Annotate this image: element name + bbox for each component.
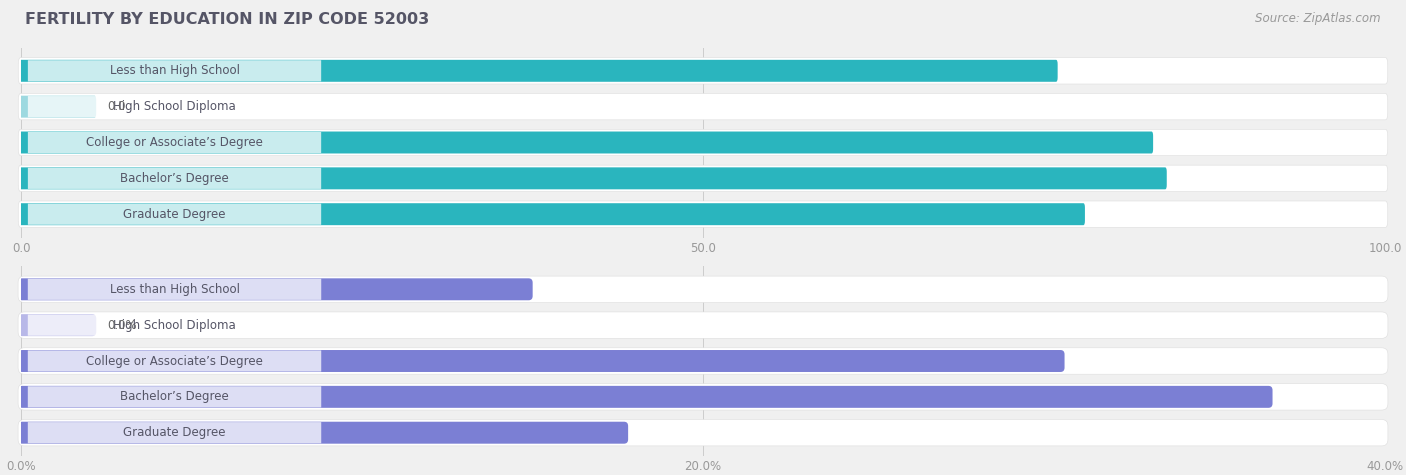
FancyBboxPatch shape [18,419,1388,446]
Text: Graduate Degree: Graduate Degree [124,208,226,221]
FancyBboxPatch shape [18,314,96,336]
FancyBboxPatch shape [18,312,1388,338]
FancyBboxPatch shape [28,132,321,153]
FancyBboxPatch shape [28,168,321,189]
Text: 36.7%: 36.7% [1278,390,1319,403]
Text: High School Diploma: High School Diploma [112,100,236,113]
Text: Source: ZipAtlas.com: Source: ZipAtlas.com [1256,12,1381,25]
Text: High School Diploma: High School Diploma [112,319,236,332]
Text: 84.0: 84.0 [1173,172,1201,185]
Text: College or Associate’s Degree: College or Associate’s Degree [86,354,263,368]
Text: Less than High School: Less than High School [110,64,239,77]
FancyBboxPatch shape [18,384,1388,410]
FancyBboxPatch shape [28,60,321,81]
Text: Bachelor’s Degree: Bachelor’s Degree [120,390,229,403]
Text: 15.0%: 15.0% [538,283,579,296]
FancyBboxPatch shape [28,386,321,408]
Text: FERTILITY BY EDUCATION IN ZIP CODE 52003: FERTILITY BY EDUCATION IN ZIP CODE 52003 [25,12,430,27]
FancyBboxPatch shape [28,351,321,371]
FancyBboxPatch shape [18,57,1388,84]
Text: Bachelor’s Degree: Bachelor’s Degree [120,172,229,185]
FancyBboxPatch shape [18,278,533,300]
FancyBboxPatch shape [28,204,321,225]
Text: 76.0: 76.0 [1063,64,1092,77]
FancyBboxPatch shape [18,167,1167,190]
Text: Less than High School: Less than High School [110,283,239,296]
FancyBboxPatch shape [18,95,96,118]
Text: 17.8%: 17.8% [634,426,675,439]
FancyBboxPatch shape [18,201,1388,228]
FancyBboxPatch shape [18,129,1388,156]
FancyBboxPatch shape [28,314,321,336]
Text: 0.0%: 0.0% [107,319,136,332]
FancyBboxPatch shape [18,348,1388,374]
Text: 83.0: 83.0 [1159,136,1188,149]
FancyBboxPatch shape [18,276,1388,303]
FancyBboxPatch shape [18,203,1085,225]
FancyBboxPatch shape [28,96,321,117]
Text: 78.0: 78.0 [1090,208,1119,221]
FancyBboxPatch shape [18,132,1153,153]
FancyBboxPatch shape [18,386,1272,408]
FancyBboxPatch shape [18,422,628,444]
FancyBboxPatch shape [18,60,1057,82]
FancyBboxPatch shape [28,279,321,300]
FancyBboxPatch shape [28,422,321,443]
Text: 0.0: 0.0 [107,100,125,113]
Text: College or Associate’s Degree: College or Associate’s Degree [86,136,263,149]
FancyBboxPatch shape [18,165,1388,191]
FancyBboxPatch shape [18,94,1388,120]
Text: Graduate Degree: Graduate Degree [124,426,226,439]
Text: 30.6%: 30.6% [1070,354,1111,368]
FancyBboxPatch shape [18,350,1064,372]
